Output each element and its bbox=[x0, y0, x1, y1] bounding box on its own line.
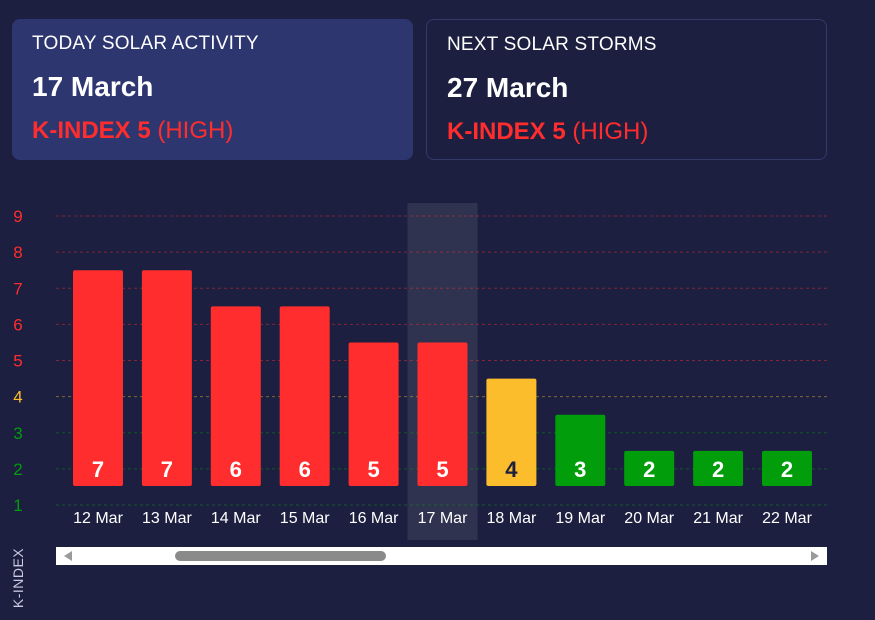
bar-value-label: 7 bbox=[92, 457, 104, 482]
scroll-right-arrow-icon[interactable] bbox=[811, 551, 819, 561]
bar-value-label: 4 bbox=[505, 457, 518, 482]
x-tick-label: 15 Mar bbox=[280, 510, 330, 527]
bar-value-label: 3 bbox=[574, 457, 586, 482]
k-index-bar-chart: 1 2 3 4 5 6 7 8 9 7 12 Mar 7 13 Mar 6 14 Mar 6 15 Mar 5 16… bbox=[13, 203, 827, 540]
scroll-thumb[interactable] bbox=[175, 551, 386, 561]
bar-value-label: 5 bbox=[367, 457, 379, 482]
bar bbox=[486, 378, 537, 486]
next-kindex-level: (HIGH) bbox=[572, 118, 649, 145]
x-tick-label: 19 Mar bbox=[555, 510, 605, 527]
bar bbox=[624, 450, 675, 486]
chart-scrollbar[interactable] bbox=[56, 547, 827, 565]
next-solar-storms-card[interactable]: NEXT SOLAR STORMS 27 March K-INDEX 5 (HI… bbox=[426, 19, 827, 160]
y-tick-label: 8 bbox=[13, 243, 22, 262]
today-card-heading: TODAY SOLAR ACTIVITY bbox=[32, 33, 259, 54]
y-axis-label: K-INDEX bbox=[10, 547, 26, 609]
y-tick-label: 5 bbox=[13, 352, 22, 371]
bar-value-label: 5 bbox=[436, 457, 448, 482]
x-tick-label: 16 Mar bbox=[349, 510, 399, 527]
bar bbox=[693, 450, 744, 486]
bar-value-label: 2 bbox=[643, 457, 655, 482]
bar bbox=[417, 342, 468, 486]
today-kindex-level: (HIGH) bbox=[157, 117, 234, 144]
next-card-kindex: K-INDEX 5 (HIGH) bbox=[447, 118, 806, 146]
bar bbox=[279, 306, 330, 486]
x-tick-label: 13 Mar bbox=[142, 510, 192, 527]
x-tick-label: 12 Mar bbox=[73, 510, 123, 527]
bar bbox=[762, 450, 812, 486]
today-solar-activity-card: TODAY SOLAR ACTIVITY 17 March K-INDEX 5 … bbox=[12, 19, 413, 160]
x-tick-label: 22 Mar bbox=[762, 510, 812, 527]
x-tick-label: 20 Mar bbox=[624, 510, 674, 527]
y-tick-label: 4 bbox=[13, 388, 22, 407]
next-card-date: 27 March bbox=[447, 72, 569, 103]
x-tick-label: 14 Mar bbox=[211, 510, 261, 527]
x-tick-label: 21 Mar bbox=[693, 510, 743, 527]
x-tick-label: 18 Mar bbox=[487, 510, 537, 527]
bar-value-label: 6 bbox=[230, 457, 242, 482]
x-tick-label: 17 Mar bbox=[418, 510, 468, 527]
bar bbox=[555, 414, 606, 486]
y-tick-label: 3 bbox=[13, 424, 22, 443]
next-kindex-value: K-INDEX 5 bbox=[447, 118, 566, 145]
bar bbox=[73, 270, 123, 486]
bar-value-label: 7 bbox=[161, 457, 173, 482]
today-card-date: 17 March bbox=[32, 71, 154, 102]
scroll-left-arrow-icon[interactable] bbox=[64, 551, 72, 561]
y-tick-label: 6 bbox=[13, 315, 22, 334]
y-tick-label: 7 bbox=[13, 279, 22, 298]
y-tick-label: 9 bbox=[13, 207, 22, 226]
bar-value-label: 6 bbox=[299, 457, 311, 482]
bar bbox=[210, 306, 261, 486]
y-tick-label: 1 bbox=[13, 496, 22, 515]
bar bbox=[141, 270, 192, 486]
today-kindex-value: K-INDEX 5 bbox=[32, 117, 151, 144]
today-card-kindex: K-INDEX 5 (HIGH) bbox=[32, 117, 393, 145]
bar-value-label: 2 bbox=[712, 457, 724, 482]
bar bbox=[348, 342, 399, 486]
next-card-heading: NEXT SOLAR STORMS bbox=[447, 34, 657, 55]
bar-value-label: 2 bbox=[781, 457, 793, 482]
y-tick-label: 2 bbox=[13, 460, 22, 479]
